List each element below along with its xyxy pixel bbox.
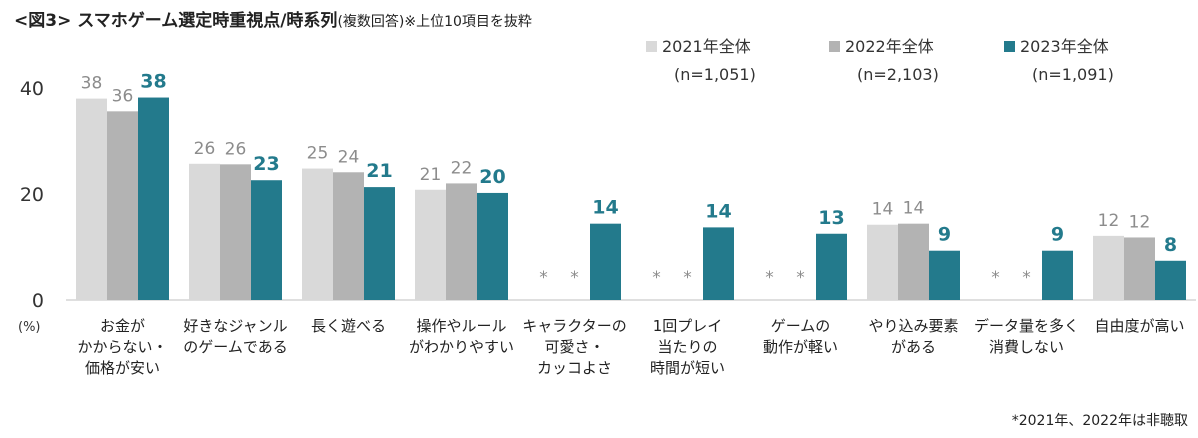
legend-n-2: (n=1,091) (1032, 65, 1114, 84)
not-asked-mark-2022-5: * (683, 268, 692, 288)
bar-2023-6 (816, 233, 847, 300)
not-asked-mark-2021-4: * (539, 268, 548, 288)
category-label-4-2: カッコよさ (537, 359, 612, 377)
title-sub: (複数回答) (337, 14, 405, 30)
data-label-2021-0: 38 (81, 74, 103, 94)
category-label-7-0: やり込み要素 (868, 317, 958, 335)
title-main: <図3> スマホゲーム選定時重視点/時系列 (14, 11, 338, 31)
legend-label-1: 2022年全体 (845, 37, 934, 56)
data-label-2023-9: 8 (1164, 234, 1177, 256)
category-label-6-0: ゲームの (771, 317, 831, 335)
data-label-2023-5: 14 (705, 200, 731, 222)
y-tick-label-0: 0 (32, 290, 44, 312)
bar-2021-9 (1093, 235, 1124, 300)
data-label-2023-3: 20 (479, 166, 505, 188)
data-label-2021-3: 21 (420, 165, 442, 185)
legend-swatch-0 (646, 41, 657, 52)
data-label-2021-9: 12 (1098, 211, 1120, 231)
data-label-2023-8: 9 (1051, 224, 1064, 246)
y-tick-label-1: 20 (20, 184, 44, 206)
bar-2021-7 (867, 224, 898, 300)
bar-2022-3 (446, 183, 477, 300)
category-label-0-1: かからない・ (77, 338, 167, 356)
category-label-0-0: お金が (100, 317, 145, 335)
data-label-2022-9: 12 (1129, 212, 1151, 232)
data-label-2021-1: 26 (194, 139, 216, 159)
y-axis-label: (%) (18, 320, 41, 335)
data-label-2022-7: 14 (903, 199, 925, 219)
bar-2023-3 (477, 192, 508, 300)
category-label-8-0: データ量を多く (974, 317, 1079, 335)
bar-2021-0 (76, 98, 107, 300)
bar-2021-3 (415, 189, 446, 300)
legend-n-0: (n=1,051) (674, 65, 756, 84)
data-label-2022-2: 24 (338, 147, 360, 167)
bar-2023-1 (251, 180, 282, 300)
category-label-8-1: 消費しない (989, 338, 1064, 356)
bar-2023-0 (138, 97, 169, 300)
data-label-2022-1: 26 (225, 139, 247, 159)
category-label-4-1: 可愛さ・ (544, 338, 604, 356)
bar-2023-4 (590, 223, 621, 300)
bar-2023-7 (929, 250, 960, 300)
bar-2021-1 (189, 163, 220, 300)
data-label-2022-3: 22 (451, 158, 473, 178)
category-label-6-1: 動作が軽い (763, 338, 838, 356)
data-label-2023-0: 38 (140, 71, 166, 93)
chart-title: <図3> スマホゲーム選定時重視点/時系列(複数回答)※上位10項目を抜粋 (14, 6, 532, 31)
category-label-0-2: 価格が安い (85, 359, 160, 377)
category-label-5-2: 時間が短い (650, 359, 725, 377)
data-label-2022-0: 36 (112, 86, 134, 106)
category-label-2-0: 長く遊べる (311, 317, 386, 335)
category-label-5-0: 1回プレイ (653, 317, 723, 335)
legend-swatch-2 (1004, 41, 1015, 52)
bar-2023-5 (703, 227, 734, 300)
category-label-1-0: 好きなジャンル (183, 317, 287, 335)
legend-n-1: (n=2,103) (857, 65, 939, 84)
legend-swatch-1 (829, 41, 840, 52)
title-note: ※上位10項目を抜粋 (404, 14, 532, 30)
legend-label-0: 2021年全体 (662, 37, 751, 56)
not-asked-mark-2021-8: * (991, 268, 1000, 288)
bar-2021-2 (302, 168, 333, 300)
bar-2023-8 (1042, 250, 1073, 300)
category-label-3-0: 操作やルール (416, 317, 506, 335)
legend-label-2: 2023年全体 (1020, 37, 1109, 56)
not-asked-mark-2021-6: * (765, 268, 774, 288)
bar-2022-0 (107, 111, 138, 300)
bar-2022-7 (898, 223, 929, 300)
category-label-3-1: がわかりやすい (409, 338, 514, 356)
data-label-2021-7: 14 (872, 200, 894, 220)
category-label-9-0: 自由度が高い (1094, 317, 1184, 335)
bar-2022-2 (333, 172, 364, 300)
data-label-2021-2: 25 (307, 144, 329, 164)
data-label-2023-6: 13 (818, 207, 844, 229)
bar-2023-2 (364, 187, 395, 300)
y-tick-label-2: 40 (20, 78, 44, 100)
bar-2022-1 (220, 164, 251, 300)
category-label-5-1: 当たりの (657, 338, 717, 356)
data-label-2023-2: 21 (366, 160, 392, 182)
category-label-7-1: がある (891, 338, 936, 356)
not-asked-mark-2022-8: * (1022, 268, 1031, 288)
not-asked-mark-2022-6: * (796, 268, 805, 288)
data-label-2023-4: 14 (592, 197, 618, 219)
category-label-1-1: のゲームである (183, 338, 287, 356)
footnote: *2021年、2022年は非聴取 (1011, 413, 1188, 429)
bar-2022-9 (1124, 237, 1155, 300)
data-label-2023-7: 9 (938, 224, 951, 246)
not-asked-mark-2021-5: * (652, 268, 661, 288)
data-label-2023-1: 23 (253, 153, 279, 175)
bar-2023-9 (1155, 260, 1186, 300)
category-label-4-0: キャラクターの (522, 317, 626, 335)
not-asked-mark-2022-4: * (570, 268, 579, 288)
